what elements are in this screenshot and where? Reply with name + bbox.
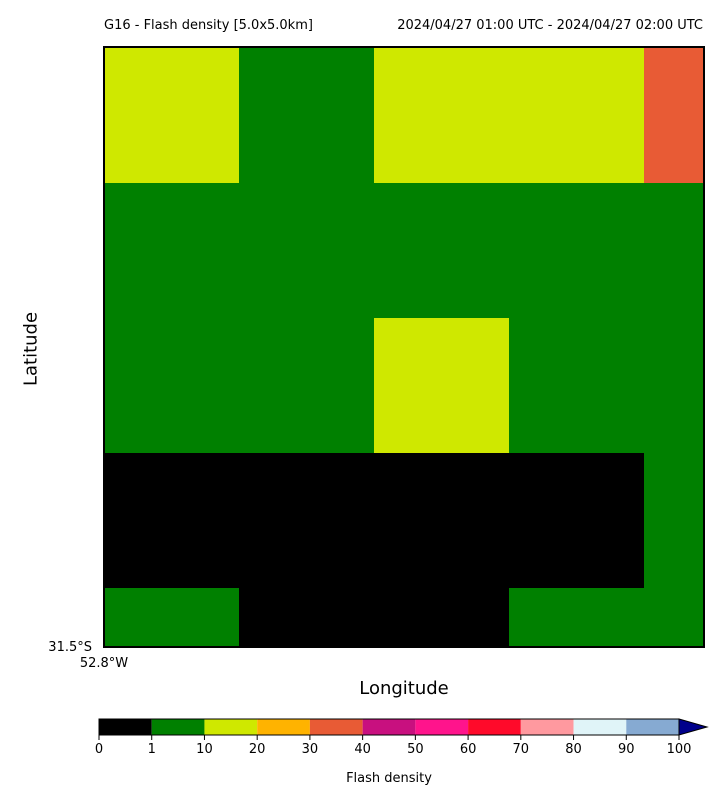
colorbar-segment <box>151 719 205 735</box>
colorbar-tick-label: 1 <box>148 742 156 757</box>
colorbar-segment <box>573 719 627 735</box>
heatmap-cell <box>374 588 509 647</box>
heatmap-cell <box>239 318 374 453</box>
heatmap-cell <box>644 183 704 318</box>
colorbar-segment <box>99 719 152 735</box>
heatmap-cell <box>239 453 374 588</box>
heatmap-cell <box>374 453 509 588</box>
corner-lon-label: 52.8°W <box>79 656 129 671</box>
colorbar-tick-label: 90 <box>618 742 635 757</box>
colorbar-tick-label: 20 <box>249 742 266 757</box>
plot-frame <box>103 46 705 648</box>
colorbar-tick-label: 10 <box>196 742 213 757</box>
heatmap-cell <box>374 318 509 453</box>
colorbar-extend-arrow <box>678 718 709 736</box>
colorbar-segment <box>309 719 363 735</box>
colorbar-segment <box>415 719 469 735</box>
heatmap-cell <box>644 318 704 453</box>
colorbar-tick-label: 70 <box>513 742 530 757</box>
colorbar-segment <box>520 719 574 735</box>
heatmap-cell <box>509 47 644 183</box>
heatmap-cell <box>104 588 239 647</box>
heatmap-cell <box>509 453 644 588</box>
heatmap-cell <box>239 588 374 647</box>
heatmap-cell <box>104 453 239 588</box>
heatmap-cell <box>239 183 374 318</box>
colorbar-segment <box>468 719 521 735</box>
x-axis-label: Longitude <box>359 678 449 699</box>
heatmap-cell <box>104 318 239 453</box>
colorbar-segment <box>204 719 258 735</box>
heatmap-cell <box>104 47 239 183</box>
corner-lat-label: 31.5°S <box>48 640 92 655</box>
colorbar-label: Flash density <box>346 771 432 786</box>
heatmap-cell <box>509 318 644 453</box>
colorbar-tick-label: 60 <box>460 742 477 757</box>
heatmap-cell <box>374 183 509 318</box>
heatmap-cell <box>239 47 374 183</box>
heatmap-cell <box>644 588 704 647</box>
colorbar-tick-label: 100 <box>667 742 692 757</box>
colorbar-segment <box>257 719 310 735</box>
heatmap-cell <box>644 453 704 588</box>
heatmap-cell <box>644 47 704 183</box>
colorbar-tick-label: 30 <box>302 742 319 757</box>
colorbar-tick-label: 40 <box>354 742 371 757</box>
colorbar-segment <box>362 719 416 735</box>
chart-title-right: 2024/04/27 01:00 UTC - 2024/04/27 02:00 … <box>397 18 703 33</box>
heatmap-cell <box>509 588 644 647</box>
colorbar-segment <box>626 719 679 735</box>
colorbar-tick-label: 80 <box>565 742 582 757</box>
heatmap-cell <box>104 183 239 318</box>
colorbar-tick-label: 0 <box>95 742 103 757</box>
heatmap-cell <box>509 183 644 318</box>
colorbar-outline <box>98 718 680 736</box>
chart-title-left: G16 - Flash density [5.0x5.0km] <box>104 18 313 33</box>
colorbar-tick-label: 50 <box>407 742 424 757</box>
heatmap-cell <box>374 47 509 183</box>
